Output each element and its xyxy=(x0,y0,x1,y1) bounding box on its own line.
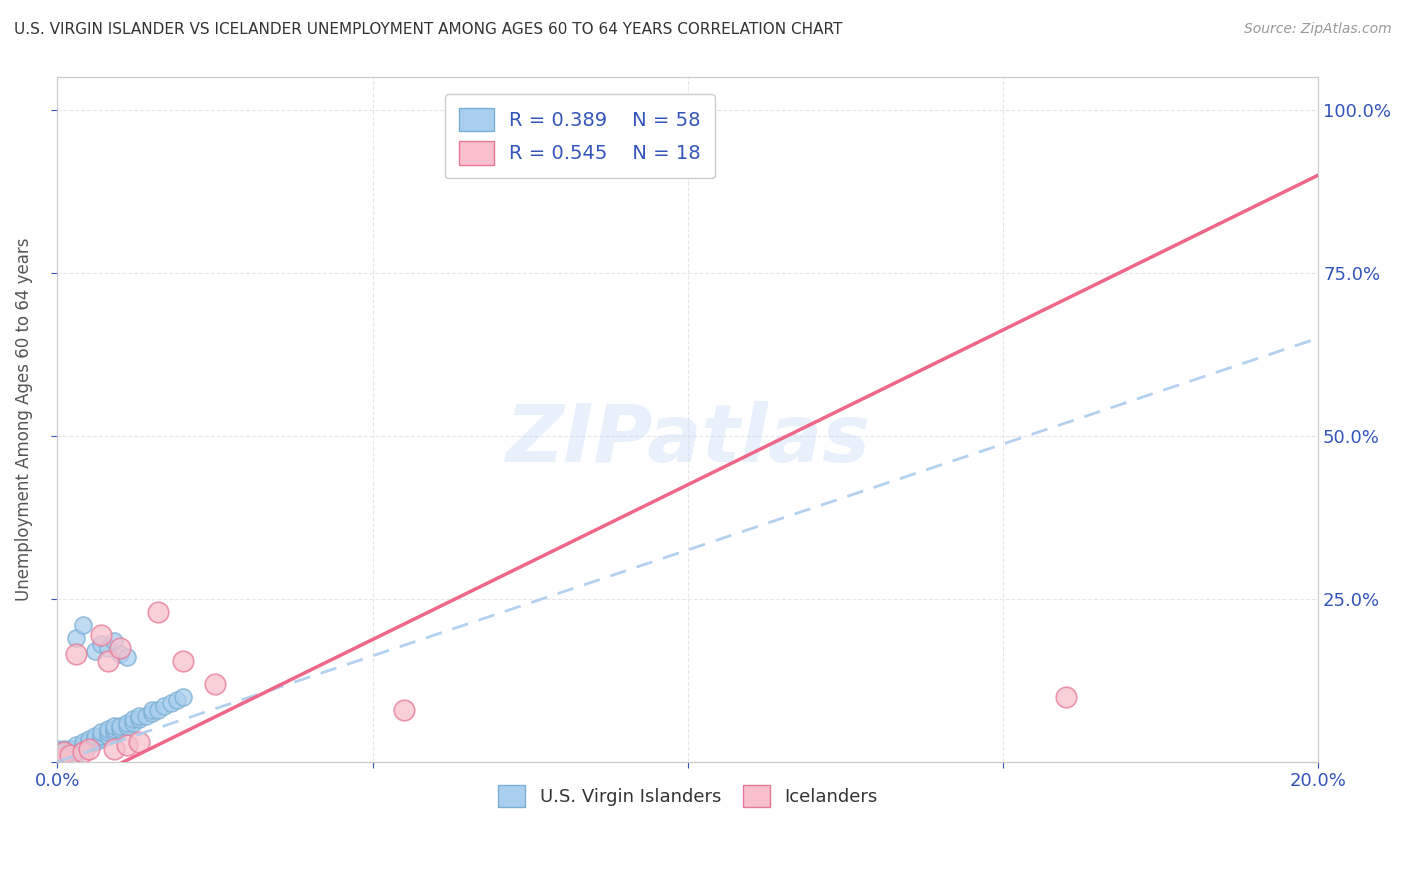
Point xyxy=(97,640,120,655)
Text: Source: ZipAtlas.com: Source: ZipAtlas.com xyxy=(1244,22,1392,37)
Point xyxy=(77,739,100,753)
Point xyxy=(59,741,82,756)
Point xyxy=(392,703,415,717)
Point xyxy=(65,647,87,661)
Point xyxy=(46,745,69,759)
Point xyxy=(115,650,138,665)
Point xyxy=(172,690,194,704)
Point xyxy=(153,699,176,714)
Point xyxy=(159,696,181,710)
Point xyxy=(72,741,94,756)
Point xyxy=(103,634,125,648)
Point xyxy=(97,725,120,739)
Point xyxy=(146,703,169,717)
Point xyxy=(52,751,75,765)
Point xyxy=(52,741,75,756)
Point xyxy=(128,735,150,749)
Point xyxy=(97,654,120,668)
Point xyxy=(90,637,112,651)
Point xyxy=(146,605,169,619)
Point xyxy=(97,729,120,743)
Point xyxy=(65,739,87,753)
Point xyxy=(103,741,125,756)
Point xyxy=(122,713,145,727)
Point xyxy=(59,748,82,763)
Point xyxy=(84,644,107,658)
Point xyxy=(582,148,605,162)
Point xyxy=(141,706,163,720)
Point xyxy=(72,618,94,632)
Point xyxy=(52,745,75,759)
Point xyxy=(59,748,82,763)
Point xyxy=(122,715,145,730)
Text: ZIPatlas: ZIPatlas xyxy=(505,401,870,479)
Point xyxy=(115,715,138,730)
Point xyxy=(103,722,125,736)
Point xyxy=(115,719,138,733)
Point xyxy=(84,735,107,749)
Point xyxy=(72,739,94,753)
Y-axis label: Unemployment Among Ages 60 to 64 years: Unemployment Among Ages 60 to 64 years xyxy=(15,238,32,601)
Point xyxy=(52,748,75,763)
Point xyxy=(128,713,150,727)
Point xyxy=(110,647,132,661)
Point xyxy=(204,676,226,690)
Point xyxy=(52,745,75,759)
Point xyxy=(115,739,138,753)
Point xyxy=(97,722,120,736)
Point xyxy=(141,703,163,717)
Point xyxy=(90,725,112,739)
Text: U.S. VIRGIN ISLANDER VS ICELANDER UNEMPLOYMENT AMONG AGES 60 TO 64 YEARS CORRELA: U.S. VIRGIN ISLANDER VS ICELANDER UNEMPL… xyxy=(14,22,842,37)
Point xyxy=(110,722,132,736)
Point xyxy=(110,640,132,655)
Point xyxy=(65,631,87,645)
Legend: U.S. Virgin Islanders, Icelanders: U.S. Virgin Islanders, Icelanders xyxy=(491,778,884,814)
Point xyxy=(46,741,69,756)
Point xyxy=(172,654,194,668)
Point xyxy=(135,709,157,723)
Point xyxy=(65,741,87,756)
Point xyxy=(72,745,94,759)
Point xyxy=(46,751,69,765)
Point xyxy=(65,748,87,763)
Point xyxy=(77,741,100,756)
Point xyxy=(84,731,107,746)
Point xyxy=(103,719,125,733)
Point xyxy=(46,755,69,769)
Point xyxy=(77,735,100,749)
Point xyxy=(46,751,69,765)
Point xyxy=(65,745,87,759)
Point xyxy=(72,735,94,749)
Point xyxy=(90,729,112,743)
Point xyxy=(90,731,112,746)
Point xyxy=(46,748,69,763)
Point xyxy=(103,725,125,739)
Point xyxy=(128,709,150,723)
Point xyxy=(166,693,188,707)
Point xyxy=(90,628,112,642)
Point xyxy=(59,745,82,759)
Point xyxy=(84,729,107,743)
Point xyxy=(110,719,132,733)
Point xyxy=(77,731,100,746)
Point xyxy=(1054,690,1077,704)
